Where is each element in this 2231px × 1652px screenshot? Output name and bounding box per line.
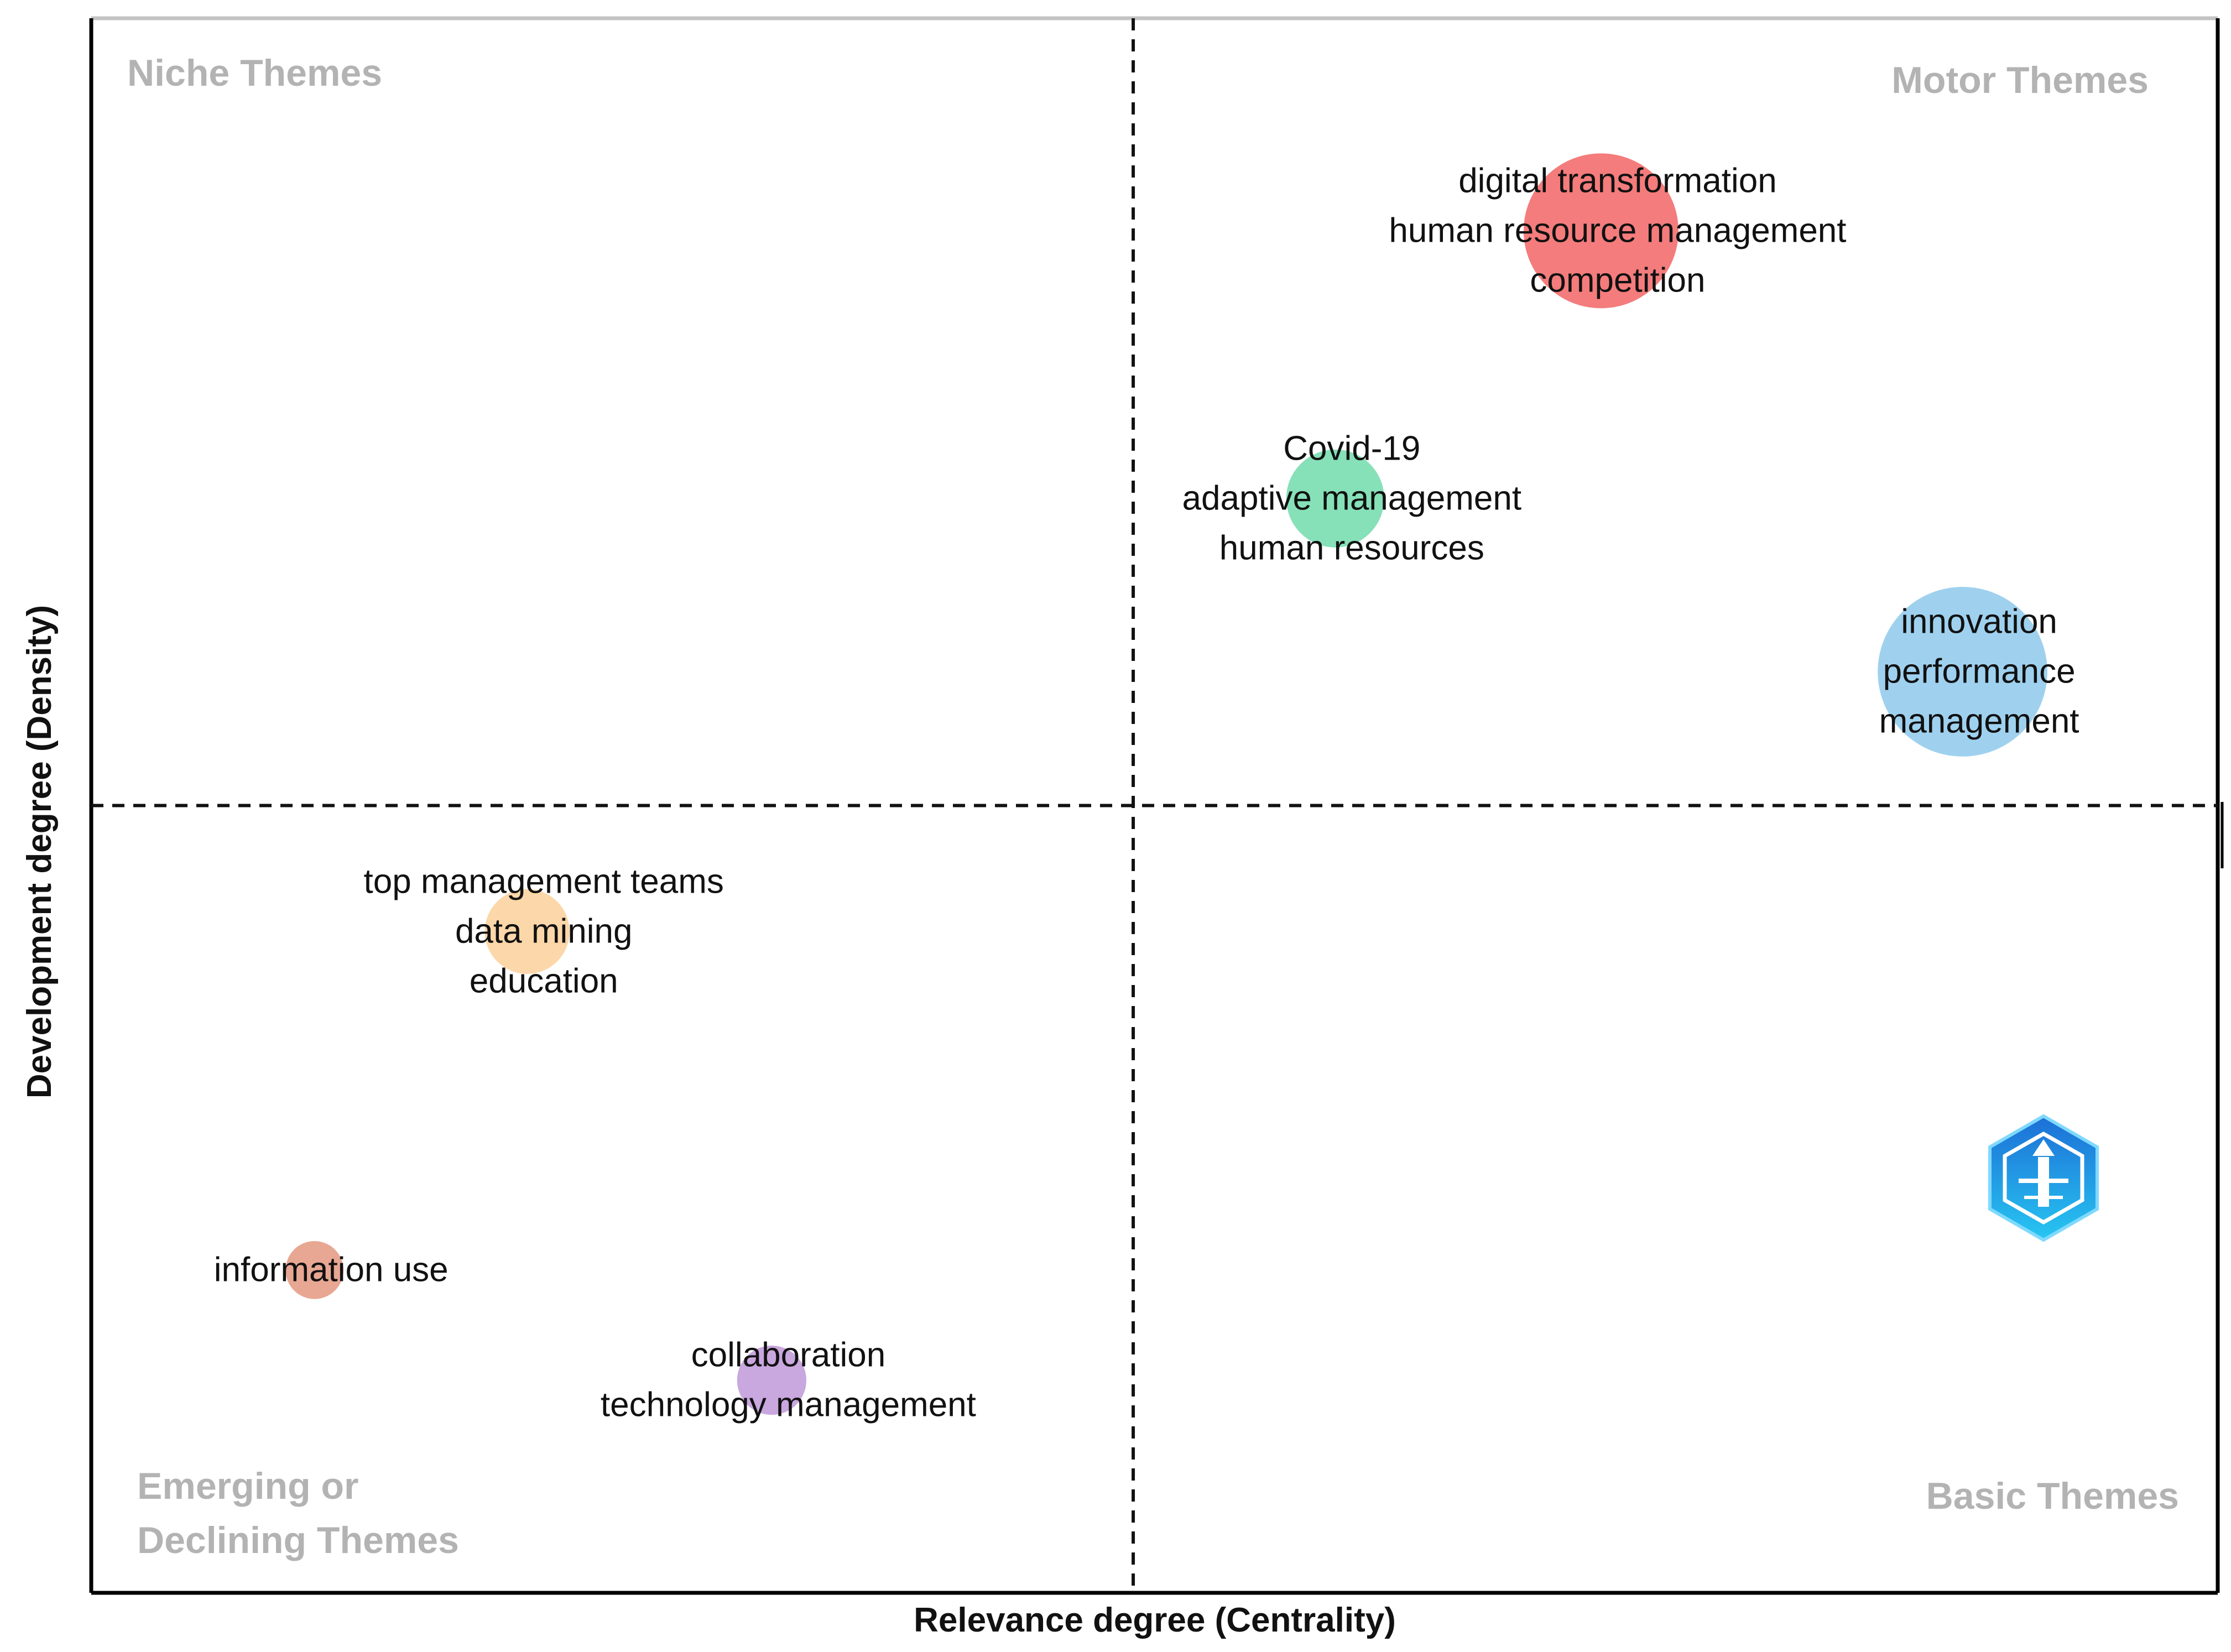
- theme-label-0-1: human resource management: [1389, 211, 1846, 249]
- theme-label-3-1: data mining: [455, 912, 633, 950]
- bubble-3: [484, 889, 570, 974]
- quadrant-label-niche: Niche Themes: [127, 52, 382, 94]
- bubble-1: [1286, 449, 1384, 548]
- bubble-5: [737, 1346, 807, 1415]
- theme-label-1-0: Covid-19: [1283, 429, 1420, 467]
- y-axis-label: Development degree (Density): [20, 605, 59, 1098]
- theme-label-2-0: innovation: [1901, 603, 2057, 641]
- theme-label-1-2: human resources: [1219, 529, 1484, 567]
- theme-label-2-1: performance: [1883, 653, 2076, 691]
- hexagon-logo-icon: [1988, 1114, 2099, 1242]
- theme-label-4-0: information use: [214, 1250, 449, 1289]
- labels-layer: digital transformation human resource man…: [214, 161, 2079, 1424]
- bubbles-layer: [285, 153, 2047, 1415]
- bubble-4: [285, 1241, 344, 1299]
- theme-label-3-2: education: [470, 962, 618, 1000]
- theme-label-2-2: management: [1879, 702, 2079, 741]
- quadrant-label-motor: Motor Themes: [1891, 59, 2149, 101]
- quadrant-label-emerging-line1: Emerging or: [137, 1465, 359, 1507]
- theme-label-0-2: competition: [1530, 261, 1705, 299]
- bubble-2: [1878, 587, 2047, 757]
- quadrant-label-basic: Basic Themes: [1926, 1475, 2179, 1517]
- quadrant-label-emerging-line2: Declining Themes: [137, 1519, 459, 1561]
- bubble-0: [1523, 153, 1679, 309]
- theme-label-0-0: digital transformation: [1458, 161, 1777, 200]
- theme-label-3-0: top management teams: [364, 862, 724, 900]
- theme-label-5-1: technology management: [601, 1386, 976, 1424]
- theme-label-5-0: collaboration: [691, 1336, 886, 1374]
- theme-label-1-1: adaptive management: [1182, 479, 1522, 517]
- x-axis-label: Relevance degree (Centrality): [914, 1601, 1396, 1639]
